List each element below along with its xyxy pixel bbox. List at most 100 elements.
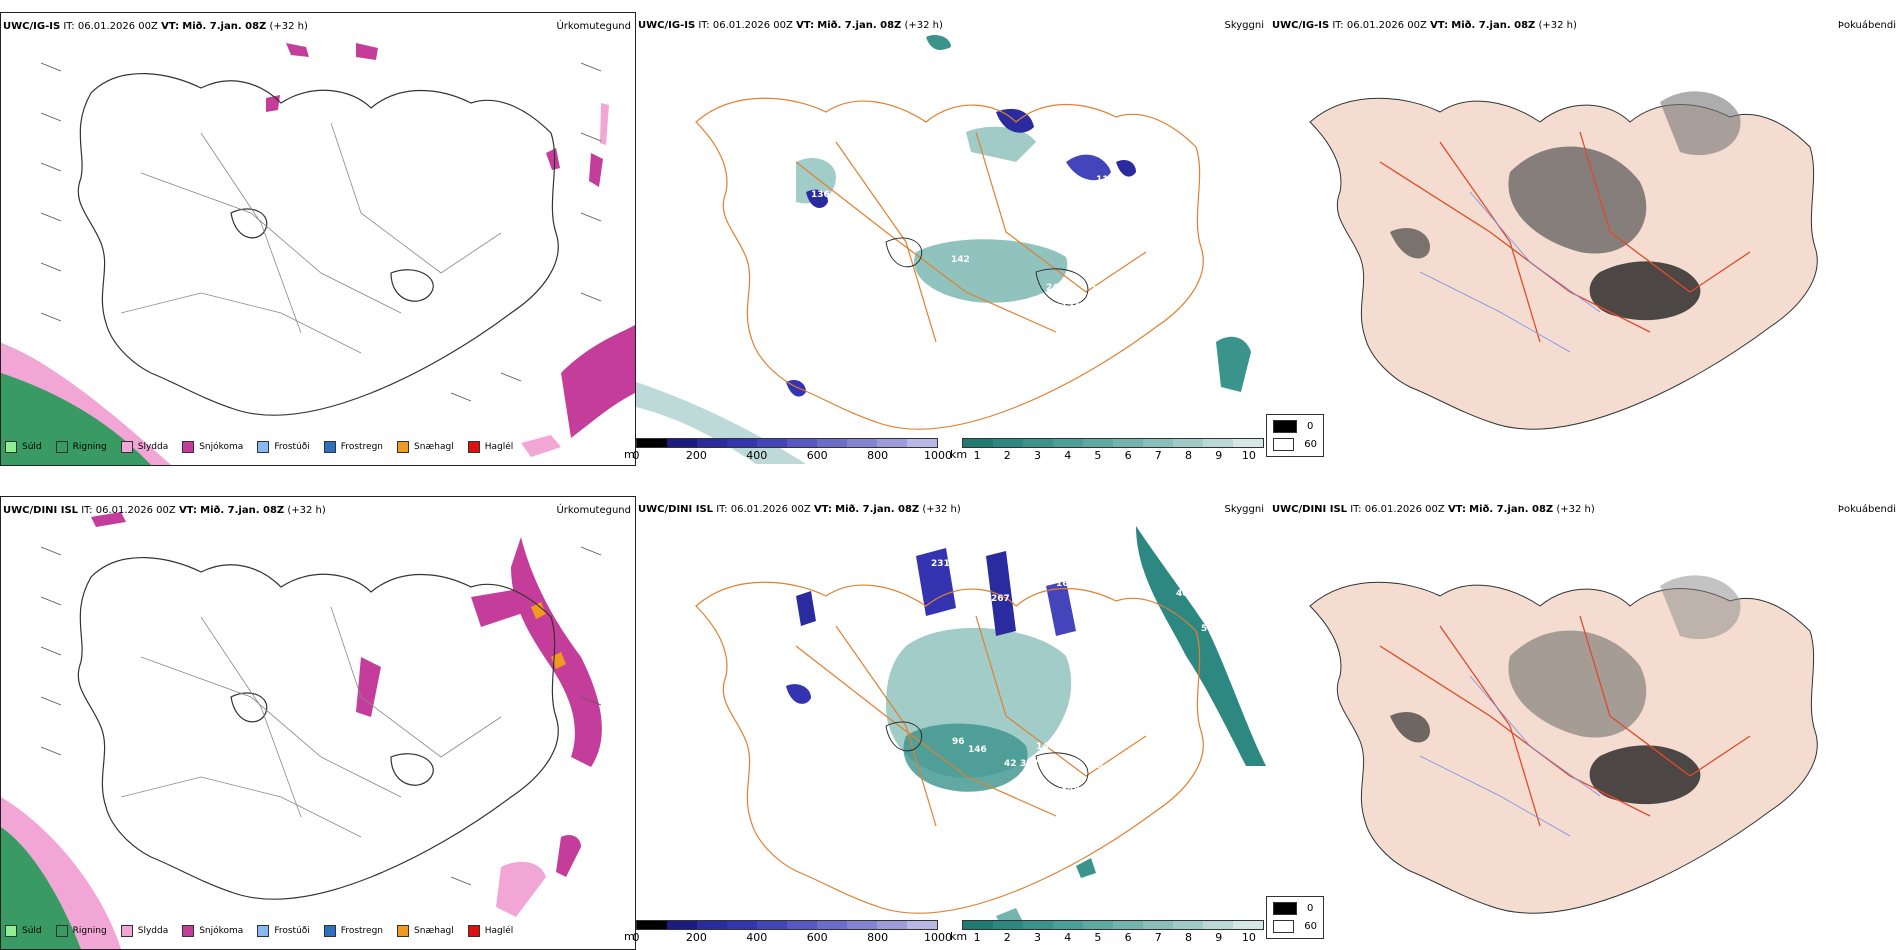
colorbar-cells — [962, 438, 1264, 448]
legend-item: Rigning — [55, 925, 107, 937]
legend-item: Snæhagl — [397, 925, 454, 937]
colorbar-ticks: 1 2 3 4 5 6 7 8 9 10 — [962, 930, 1264, 944]
legend-label: Snjókoma — [199, 442, 244, 452]
legend-label: Frostúði — [274, 926, 310, 936]
ceiling-map-row1: 136 113 142 248 197 156 155 — [636, 35, 1251, 464]
ceiling-value: 168 — [1056, 579, 1075, 589]
colorbar-cell — [993, 439, 1023, 447]
legend-item: Haglél — [467, 441, 514, 453]
ceiling-value: 342 — [1146, 904, 1165, 914]
ceiling-panel-row2: 267 231 203 168 96 146 42 357 146 348 23… — [636, 496, 1268, 948]
colorbar-tick-label: 4 — [1064, 931, 1072, 944]
ceiling-panel-row1: 136 113 142 248 197 156 155 UWC/IG-IS IT… — [636, 12, 1268, 464]
scale-unit: km — [950, 930, 968, 943]
legend-item: Súld — [5, 925, 42, 937]
colorbar-cell — [817, 921, 847, 929]
ceiling-value: 231 — [931, 559, 950, 569]
legend-swatch — [120, 441, 133, 453]
legend-swatch — [55, 441, 68, 453]
colorbar-cell — [993, 921, 1023, 929]
legend-label: Súld — [22, 442, 42, 452]
legend-swatch — [467, 925, 480, 937]
cloud-key-swatch — [1273, 920, 1295, 933]
colorbar-tick-label: 600 — [806, 931, 828, 944]
lead-time: (+32 h) — [1556, 504, 1595, 515]
cloud-title-row1: Þokuábendi — [1837, 20, 1896, 31]
colorbar-cell — [667, 439, 697, 447]
cloud-key-swatch — [1273, 902, 1297, 915]
valid-time-label: VT: — [813, 504, 832, 515]
precip-header-row1: UWC/IG-IS IT: 06.01.2026 00Z VT: Mið. 7.… — [3, 21, 308, 32]
cloud-key-item: 60 — [1273, 438, 1317, 451]
ceiling-value: 96 — [952, 737, 965, 747]
ceiling-value: 197 — [1061, 300, 1080, 310]
ceiling-value: 248 — [1046, 283, 1065, 293]
cloud-title-row2: Þokuábendi — [1837, 504, 1896, 515]
colorbar-tick-label: 6 — [1124, 931, 1132, 944]
ceiling-value: 59 — [1201, 624, 1214, 634]
colorbar-tick-label: 0 — [632, 931, 640, 944]
legend-label: Frostregn — [340, 442, 384, 452]
precip-panel-row1: UWC/IG-IS IT: 06.01.2026 00Z VT: Mið. 7.… — [0, 12, 636, 466]
issue-time: IT: 06.01.2026 00Z — [698, 20, 793, 31]
colorbar-tick-label: 9 — [1215, 449, 1223, 462]
valid-time-label: VT: — [178, 505, 197, 516]
ceiling-header-row1: UWC/IG-IS IT: 06.01.2026 00Z VT: Mið. 7.… — [638, 20, 943, 31]
legend-label: Frostúði — [274, 442, 310, 452]
colorbar-cell — [1203, 439, 1233, 447]
legend-swatch — [182, 925, 195, 937]
colorbar-cell — [787, 921, 817, 929]
colorbar-cell — [1023, 921, 1053, 929]
colorbar-cell — [847, 921, 877, 929]
precip-map-row2 — [1, 512, 602, 949]
legend-label: Haglél — [484, 442, 514, 452]
legend-swatch — [323, 441, 336, 453]
model-name: UWC/DINI ISL — [1272, 504, 1348, 515]
colorbar-cell — [1113, 921, 1143, 929]
precip-header-row2: UWC/DINI ISL IT: 06.01.2026 00Z VT: Mið.… — [3, 505, 326, 516]
precip-title-row1: Úrkomutegund — [556, 21, 631, 32]
colorbar-cell — [1053, 921, 1083, 929]
legend-item: Frostregn — [323, 441, 384, 453]
legend-swatch — [120, 925, 133, 937]
valid-time-label: VT: — [1447, 504, 1466, 515]
colorbar-cell — [757, 921, 787, 929]
colorbar-tick-label: 800 — [867, 931, 889, 944]
colorbar-tick-label: 5 — [1094, 449, 1102, 462]
precip-map-row1 — [1, 43, 635, 465]
cloud-key-label: 60 — [1304, 439, 1317, 450]
cloud-key-item: 60 — [1273, 920, 1317, 933]
colorbar-tick-label: 8 — [1185, 931, 1192, 944]
ceiling-value: 348 — [1061, 785, 1080, 795]
colorbar-cell — [1233, 439, 1263, 447]
cloud-panel-row1: UWC/IG-IS IT: 06.01.2026 00Z VT: Mið. 7.… — [1270, 12, 1900, 464]
cloud-key-row2: 0 60 — [1266, 896, 1324, 939]
lead-time: (+32 h) — [269, 21, 308, 32]
ceiling-title-row1: Skyggni — [1224, 20, 1264, 31]
valid-time: Mið. 7.jan. 08Z — [200, 505, 285, 516]
legend-swatch — [257, 925, 270, 937]
legend-label: Rigning — [72, 442, 107, 452]
colorbar-cell — [727, 921, 757, 929]
legend-label: Snæhagl — [414, 442, 454, 452]
legend-item: Snjókoma — [182, 925, 243, 937]
legend-label: Snjókoma — [199, 926, 244, 936]
colorbar-tick-label: 6 — [1124, 449, 1132, 462]
colorbar-cells — [962, 920, 1264, 930]
colorbar-tick-label: 5 — [1094, 931, 1102, 944]
valid-time-label: VT: — [796, 20, 815, 31]
colorbar-tick-label: 10 — [1241, 449, 1256, 462]
ceiling-title-row2: Skyggni — [1224, 504, 1264, 515]
legend-swatch — [5, 925, 17, 937]
scale-unit: m — [624, 930, 635, 943]
model-name: UWC/IG-IS — [638, 20, 696, 31]
colorbar-cell — [1053, 439, 1083, 447]
issue-time: IT: 06.01.2026 00Z — [1350, 504, 1445, 515]
legend-label: Súld — [22, 926, 42, 936]
colorbar-tick-label: 8 — [1185, 449, 1192, 462]
scale-unit: m — [624, 448, 635, 461]
legend-swatch — [323, 925, 336, 937]
cloud-header-row1: UWC/IG-IS IT: 06.01.2026 00Z VT: Mið. 7.… — [1272, 20, 1577, 31]
ceiling-value: 146 — [968, 745, 987, 755]
colorbar-tick-label: 4 — [1064, 449, 1072, 462]
